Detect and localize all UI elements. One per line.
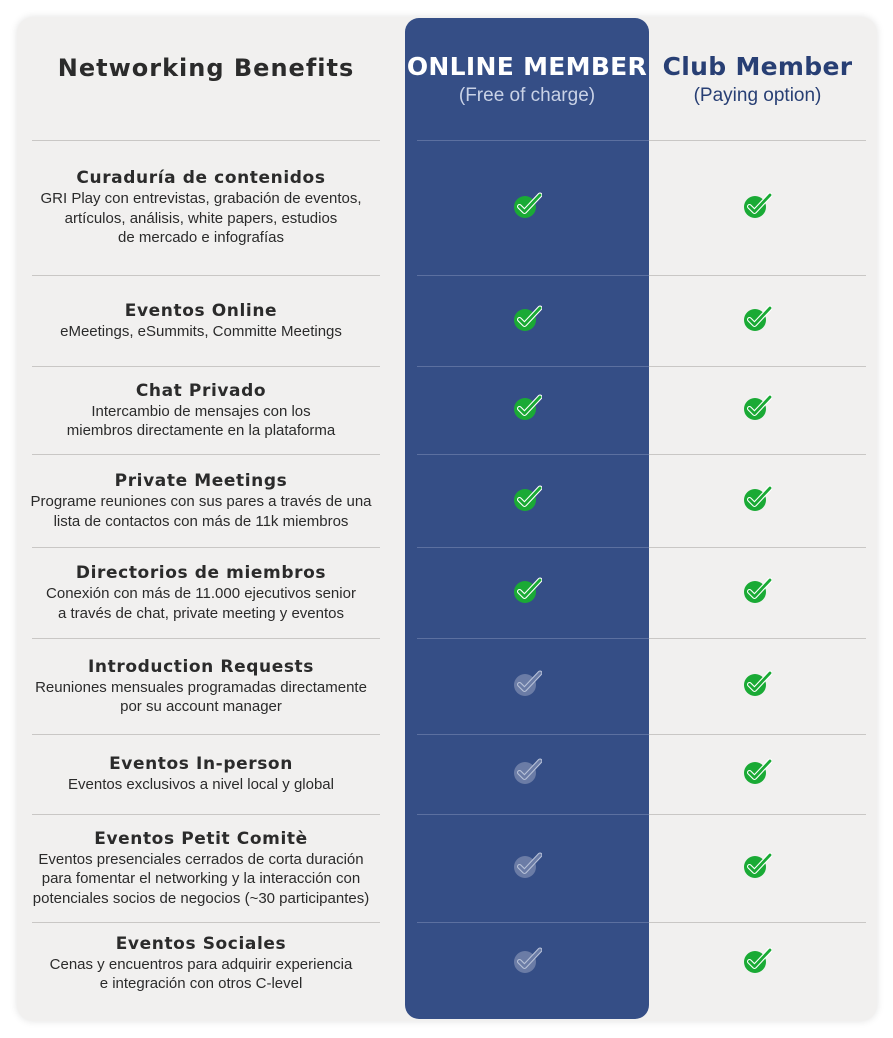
row-divider — [32, 454, 380, 455]
benefit-title: Directorios de miembros — [75, 563, 327, 583]
row-divider — [32, 922, 380, 923]
check-active-icon — [512, 394, 543, 422]
row-divider — [417, 454, 649, 455]
benefit-description: eMeetings, eSummits, Committe Meetings — [60, 322, 342, 340]
benefit-cell: Introduction Requests Reuniones mensuales… — [18, 638, 384, 734]
check-active-icon — [742, 670, 773, 698]
table-row: Private Meetings Programe reuniones con s… — [0, 454, 893, 547]
benefits-heading: Networking Benefits — [57, 54, 355, 82]
row-divider — [649, 454, 866, 455]
table-row: Chat Privado Intercambio de mensajes con … — [0, 366, 893, 454]
row-divider — [417, 275, 649, 276]
row-divider — [417, 547, 649, 548]
row-divider — [32, 734, 380, 735]
row-divider — [649, 638, 866, 639]
benefit-description: Programe reuniones con sus pares a travé… — [30, 493, 372, 530]
row-divider — [417, 922, 649, 923]
benefit-title: Eventos Online — [124, 300, 278, 321]
benefit-description: Intercambio de mensajes con los miembros… — [66, 402, 336, 440]
row-divider — [649, 547, 866, 548]
check-inactive-icon — [512, 852, 543, 880]
row-divider — [417, 814, 649, 815]
club-member-subtitle: (Paying option) — [693, 85, 822, 106]
check-inactive-icon — [512, 670, 543, 698]
table-row: Eventos Petit Comitè Eventos presenciales… — [0, 814, 893, 922]
check-active-icon — [512, 485, 543, 513]
row-divider — [32, 638, 380, 639]
online-member-column — [405, 18, 649, 1019]
check-active-icon — [742, 305, 773, 333]
row-divider — [32, 140, 380, 141]
benefit-description: Eventos exclusivos a nivel local y globa… — [68, 776, 334, 794]
check-active-icon — [742, 577, 773, 605]
check-active-icon — [742, 485, 773, 513]
check-active-icon — [742, 192, 773, 220]
row-divider — [649, 275, 866, 276]
table-row: Eventos Sociales Cenas y encuentros para … — [0, 922, 893, 1004]
benefit-description: Reuniones mensuales programadas directam… — [35, 678, 367, 716]
check-inactive-icon — [512, 758, 543, 786]
benefit-description: Eventos presenciales cerrados de corta d… — [32, 850, 370, 907]
row-divider — [32, 547, 380, 548]
table-row: Eventos Online eMeetings, eSummits, Commi… — [0, 275, 893, 366]
check-active-icon — [512, 577, 543, 605]
row-divider — [417, 366, 649, 367]
check-active-icon — [742, 852, 773, 880]
check-active-icon — [742, 758, 773, 786]
table-row: Eventos In-person Eventos exclusivos a ni… — [0, 734, 893, 814]
benefit-cell: Private Meetings Programe reuniones con s… — [18, 454, 384, 547]
check-inactive-icon — [512, 947, 543, 975]
row-divider — [417, 140, 649, 141]
row-divider — [32, 366, 380, 367]
benefit-title: Eventos In-person — [109, 754, 293, 775]
benefit-description: Conexión con más de 11.000 ejecutivos se… — [46, 585, 356, 622]
table-row: Directorios de miembros Conexión con más … — [0, 547, 893, 638]
row-divider — [649, 366, 866, 367]
benefit-title: Chat Privado — [135, 380, 267, 401]
benefit-description: GRI Play con entrevistas, grabación de e… — [40, 190, 362, 247]
online-member-title: ONLINE MEMBER — [406, 52, 648, 81]
table-row: Introduction Requests Reuniones mensuales… — [0, 638, 893, 734]
benefit-description: Cenas y encuentros para adquirir experie… — [49, 955, 353, 993]
row-divider — [649, 814, 866, 815]
benefit-cell: Chat Privado Intercambio de mensajes con … — [18, 366, 384, 454]
benefit-title: Eventos Petit Comitè — [94, 828, 308, 849]
check-active-icon — [742, 947, 773, 975]
row-divider — [649, 922, 866, 923]
benefit-cell: Eventos Petit Comitè Eventos presenciales… — [18, 814, 384, 922]
benefit-cell: Directorios de miembros Conexión con más … — [18, 547, 384, 638]
benefit-cell: Eventos In-person Eventos exclusivos a ni… — [18, 734, 384, 814]
check-active-icon — [512, 305, 543, 333]
benefit-title: Private Meetings — [114, 471, 288, 491]
benefit-title: Curaduría de contenidos — [76, 168, 326, 189]
check-active-icon — [512, 192, 543, 220]
row-divider — [32, 814, 380, 815]
benefit-cell: Curaduría de contenidos GRI Play con entr… — [18, 140, 384, 275]
benefit-title: Eventos Sociales — [115, 933, 287, 954]
table-row: Curaduría de contenidos GRI Play con entr… — [0, 140, 893, 275]
club-member-title: Club Member — [662, 52, 853, 81]
row-divider — [417, 734, 649, 735]
online-member-subtitle: (Free of charge) — [458, 85, 596, 106]
row-divider — [649, 140, 866, 141]
row-divider — [32, 275, 380, 276]
benefit-title: Introduction Requests — [87, 656, 314, 677]
benefit-cell: Eventos Sociales Cenas y encuentros para … — [18, 922, 384, 1004]
benefit-cell: Eventos Online eMeetings, eSummits, Commi… — [18, 275, 384, 366]
check-active-icon — [742, 394, 773, 422]
row-divider — [649, 734, 866, 735]
row-divider — [417, 638, 649, 639]
